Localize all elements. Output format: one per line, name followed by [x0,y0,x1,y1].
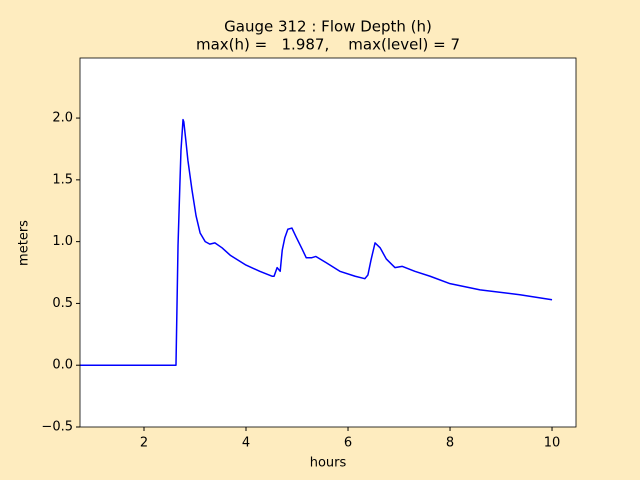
plot-area [80,58,576,427]
y-tick-label: 0.5 [52,296,73,311]
y-tick-label: 1.5 [52,172,73,187]
chart-subtitle: max(h) = 1.987, max(level) = 7 [196,36,460,54]
x-tick-label: 6 [344,436,352,451]
chart-title: Gauge 312 : Flow Depth (h) [224,18,432,36]
x-tick-label: 10 [544,436,561,451]
axes-frame [79,57,577,428]
x-tick-label: 8 [446,436,454,451]
data-line [80,118,553,366]
y-axis-label: meters [17,220,32,266]
y-tick-label: 1.0 [52,234,73,249]
y-tick-label: 0.0 [52,358,73,373]
x-tick-label: 4 [242,436,250,451]
y-tick-label: −0.5 [41,420,73,435]
x-axis-label: hours [310,456,347,471]
y-tick-label: 2.0 [52,111,73,126]
x-tick-label: 2 [140,436,148,451]
